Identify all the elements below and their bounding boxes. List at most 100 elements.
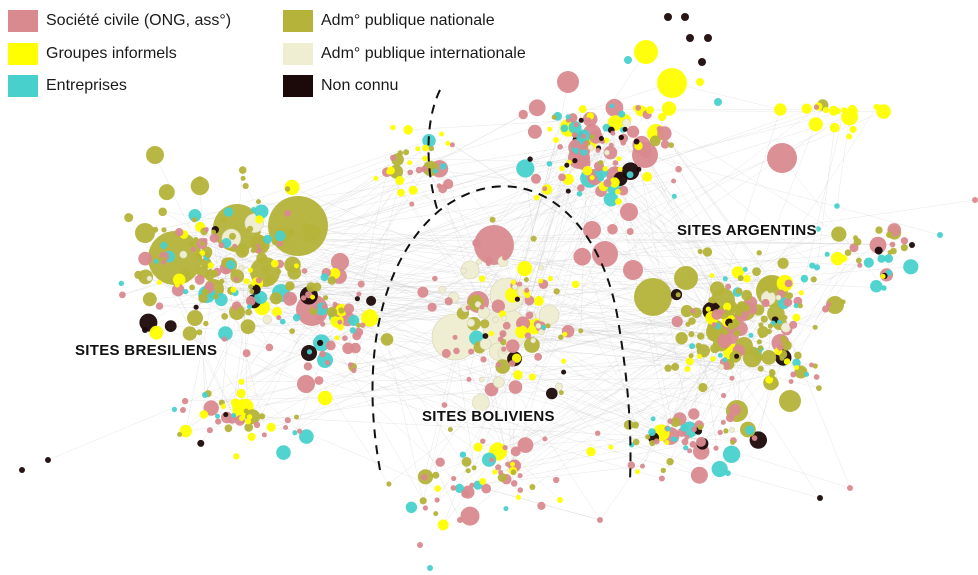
node-societe-civile	[480, 356, 487, 363]
node-adm-internationale	[146, 275, 153, 282]
node-adm-nationale	[812, 324, 818, 330]
node-adm-nationale	[735, 303, 742, 310]
node-groupes-informels	[723, 302, 732, 311]
node-societe-civile	[711, 322, 717, 328]
region-label-bresil: SITES BRESILIENS	[75, 342, 218, 359]
node-societe-civile	[667, 418, 673, 425]
node-adm-nationale	[203, 320, 209, 327]
node-societe-civile	[789, 320, 798, 329]
node-societe-civile	[653, 438, 660, 445]
node-groupes-informels	[783, 358, 791, 365]
node-adm-internationale	[179, 250, 188, 259]
node-entreprises	[320, 273, 329, 282]
node-adm-nationale	[826, 296, 844, 314]
node-groupes-informels	[765, 375, 774, 384]
node-adm-nationale	[510, 469, 517, 476]
node-non-connu	[366, 295, 377, 306]
node-adm-nationale	[244, 423, 254, 432]
node-groupes-informels	[602, 166, 608, 172]
node-societe-civile	[603, 179, 612, 188]
node-adm-internationale	[492, 376, 505, 389]
node-societe-civile	[783, 298, 793, 307]
node-societe-civile	[215, 418, 222, 425]
node-groupes-informels	[255, 215, 264, 224]
node-adm-nationale	[709, 281, 725, 297]
node-societe-civile	[510, 480, 518, 487]
node-groupes-informels	[266, 422, 276, 432]
node-adm-nationale	[777, 257, 789, 269]
node-societe-civile	[119, 291, 126, 299]
network-edge	[561, 309, 730, 393]
node-adm-nationale	[632, 438, 640, 446]
node-societe-civile	[671, 178, 677, 184]
node-societe-civile	[138, 251, 153, 266]
node-adm-nationale	[287, 265, 302, 280]
node-societe-civile	[508, 380, 523, 394]
node-entreprises	[263, 234, 273, 244]
node-adm-nationale	[253, 234, 261, 242]
node-societe-civile	[321, 303, 328, 310]
node-societe-civile	[607, 224, 618, 235]
node-groupes-informels	[661, 101, 677, 116]
node-societe-civile	[481, 483, 492, 494]
node-societe-civile	[527, 124, 542, 139]
node-societe-civile	[468, 348, 475, 355]
node-groupes-informels	[293, 263, 299, 269]
node-groupes-informels	[272, 306, 282, 317]
node-adm-nationale	[428, 145, 435, 152]
node-entreprises	[153, 258, 159, 264]
node-adm-nationale	[302, 223, 310, 231]
node-entreprises	[648, 428, 656, 436]
node-groupes-informels	[179, 424, 192, 438]
node-adm-nationale	[189, 284, 196, 291]
node-societe-civile	[717, 333, 732, 349]
node-societe-civile	[595, 147, 601, 153]
node-adm-internationale	[775, 294, 782, 301]
node-groupes-informels	[174, 282, 180, 288]
node-adm-nationale	[195, 253, 201, 259]
node-groupes-informels	[586, 447, 596, 457]
node-entreprises	[576, 191, 583, 197]
node-adm-nationale	[756, 339, 763, 345]
node-societe-civile	[175, 228, 184, 237]
node-societe-civile	[316, 315, 322, 321]
node-adm-nationale	[523, 277, 529, 283]
legend-item-groupes-informels: Groupes informels	[8, 43, 177, 65]
node-societe-civile	[711, 309, 723, 320]
node-adm-nationale	[271, 239, 278, 246]
node-groupes-informels	[634, 40, 658, 64]
network-edge	[337, 337, 545, 440]
node-societe-civile	[822, 305, 830, 313]
node-groupes-informels	[513, 370, 523, 380]
node-entreprises	[711, 460, 728, 478]
node-non-connu	[578, 117, 584, 123]
network-edge	[815, 260, 859, 328]
node-societe-civile	[508, 360, 516, 367]
network-edge	[185, 288, 215, 432]
network-edge	[231, 238, 893, 245]
node-entreprises	[800, 274, 809, 283]
node-societe-civile	[202, 237, 208, 244]
node-societe-civile	[517, 487, 524, 493]
node-groupes-informels	[322, 398, 328, 404]
network-edge	[251, 187, 581, 292]
node-adm-internationale	[718, 363, 725, 370]
node-groupes-informels	[533, 194, 540, 201]
network-edge	[249, 152, 611, 307]
node-adm-nationale	[887, 249, 893, 255]
node-entreprises	[182, 288, 189, 295]
network-edge	[610, 351, 779, 448]
network-edge	[630, 116, 850, 232]
node-adm-nationale	[578, 328, 584, 334]
node-entreprises	[793, 303, 799, 309]
node-non-connu	[686, 34, 694, 42]
node-societe-civile	[557, 71, 579, 93]
node-societe-civile	[325, 360, 331, 366]
node-adm-nationale	[276, 268, 282, 275]
node-groupes-informels	[233, 453, 240, 460]
network-edge	[526, 182, 617, 291]
node-societe-civile	[265, 343, 274, 352]
node-adm-nationale	[727, 323, 734, 329]
node-adm-nationale	[685, 321, 691, 327]
node-adm-nationale	[551, 114, 557, 120]
